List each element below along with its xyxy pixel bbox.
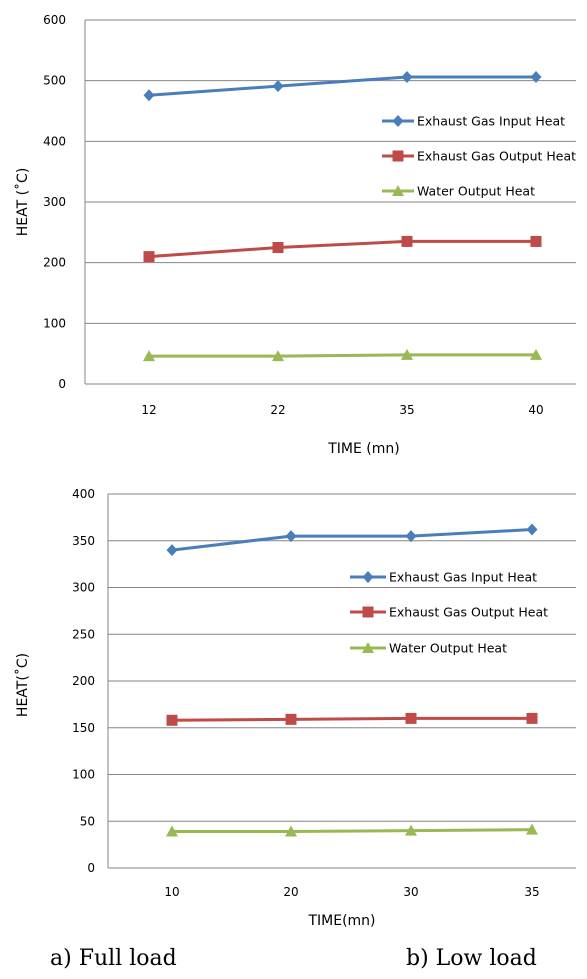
data-point xyxy=(530,71,542,84)
y-tick-label: 150 xyxy=(72,721,95,735)
data-point xyxy=(166,714,178,726)
y-tick-label: 50 xyxy=(80,814,95,828)
data-point xyxy=(401,348,413,360)
x-tick-label: 35 xyxy=(524,885,539,899)
y-tick-label: 100 xyxy=(72,768,95,782)
legend-item: Water Output Heat xyxy=(382,184,535,199)
x-tick-label: 20 xyxy=(283,885,298,899)
data-point xyxy=(143,350,155,362)
data-point xyxy=(166,825,178,837)
series-line xyxy=(171,528,533,552)
data-point xyxy=(401,235,413,247)
legend-label: Exhaust Gas Input Heat xyxy=(389,570,537,585)
legend-marker xyxy=(362,606,374,618)
x-tick-label: 40 xyxy=(528,403,543,417)
caption-full-load: a) Full load xyxy=(50,946,177,971)
chart-full-load: 0 100 200 300 400 500 600 12 22 35 40 HEAT (˚C) TIME… xyxy=(14,13,576,457)
x-tick-label: 30 xyxy=(403,885,418,899)
legend-label: Exhaust Gas Output Heat xyxy=(389,605,548,620)
y-tick-label: 200 xyxy=(72,674,95,688)
data-point xyxy=(143,89,155,102)
data-point xyxy=(526,823,538,835)
series-line xyxy=(149,353,536,358)
legend-marker xyxy=(392,185,404,196)
legend-item: Exhaust Gas Output Heat xyxy=(382,149,576,164)
data-point xyxy=(530,235,542,247)
series-water-output-heat xyxy=(143,348,542,362)
data-point xyxy=(272,80,284,93)
y-tick-label: 400 xyxy=(72,487,95,501)
series-exhaust-gas-output-heat xyxy=(166,712,538,726)
data-point xyxy=(143,251,155,263)
y-tick-label: 200 xyxy=(43,256,66,270)
data-point xyxy=(526,523,538,536)
chart-low-load: 0 50 100 150 200 250 300 350 400 10 20 30 35 HEAT(˚C)… xyxy=(14,487,576,929)
y-tick-label: 0 xyxy=(58,377,66,391)
legend-marker xyxy=(362,571,374,583)
data-point xyxy=(272,350,284,362)
data-point xyxy=(272,242,284,253)
series-line xyxy=(148,239,536,259)
legend-label: Exhaust Gas Output Heat xyxy=(417,149,576,164)
legend-marker xyxy=(392,150,404,162)
y-tick-label: 300 xyxy=(72,581,95,595)
data-point xyxy=(285,713,297,725)
y-tick-label: 0 xyxy=(87,861,95,875)
legend-label: Water Output Heat xyxy=(389,641,507,656)
data-point xyxy=(166,544,178,557)
x-axis-title: TIME (mn) xyxy=(327,441,400,457)
x-tick-label: 22 xyxy=(270,403,285,417)
x-tick-label: 10 xyxy=(164,885,179,899)
series-line xyxy=(148,75,536,97)
y-tick-label: 300 xyxy=(43,195,66,209)
x-tick-label: 35 xyxy=(399,403,414,417)
series-line xyxy=(172,828,533,834)
data-point xyxy=(405,530,417,543)
y-axis-title: HEAT (˚C) xyxy=(14,168,31,237)
series-line xyxy=(171,716,532,722)
series-water-output-heat xyxy=(166,823,538,837)
legend-label: Exhaust Gas Input Heat xyxy=(417,114,565,129)
data-point xyxy=(530,348,542,360)
data-point xyxy=(405,712,417,724)
series-exhaust-gas-input-heat xyxy=(166,523,538,557)
legend-item: Exhaust Gas Input Heat xyxy=(382,114,565,129)
y-tick-label: 100 xyxy=(43,316,66,330)
legend-marker xyxy=(362,642,374,653)
caption-low-load: b) Low load xyxy=(406,946,537,971)
series-exhaust-gas-output-heat xyxy=(143,235,542,263)
y-tick-label: 400 xyxy=(43,134,66,148)
series-exhaust-gas-input-heat xyxy=(143,71,542,102)
y-tick-label: 250 xyxy=(72,627,95,641)
data-point xyxy=(285,825,297,837)
y-axis-title: HEAT(˚C) xyxy=(14,653,31,717)
legend-marker xyxy=(392,115,404,127)
legend-item: Water Output Heat xyxy=(350,641,507,656)
y-tick-label: 350 xyxy=(72,534,95,548)
y-tick-label: 500 xyxy=(43,74,66,88)
legend-item: Exhaust Gas Input Heat xyxy=(350,570,537,585)
data-point xyxy=(401,71,413,84)
data-point xyxy=(285,530,297,543)
data-point xyxy=(526,712,538,724)
y-tick-label: 600 xyxy=(43,13,66,27)
x-axis-title: TIME(mn) xyxy=(307,913,375,929)
x-tick-label: 12 xyxy=(141,403,156,417)
legend-item: Exhaust Gas Output Heat xyxy=(350,605,548,620)
data-point xyxy=(405,824,417,836)
legend-label: Water Output Heat xyxy=(417,184,535,199)
